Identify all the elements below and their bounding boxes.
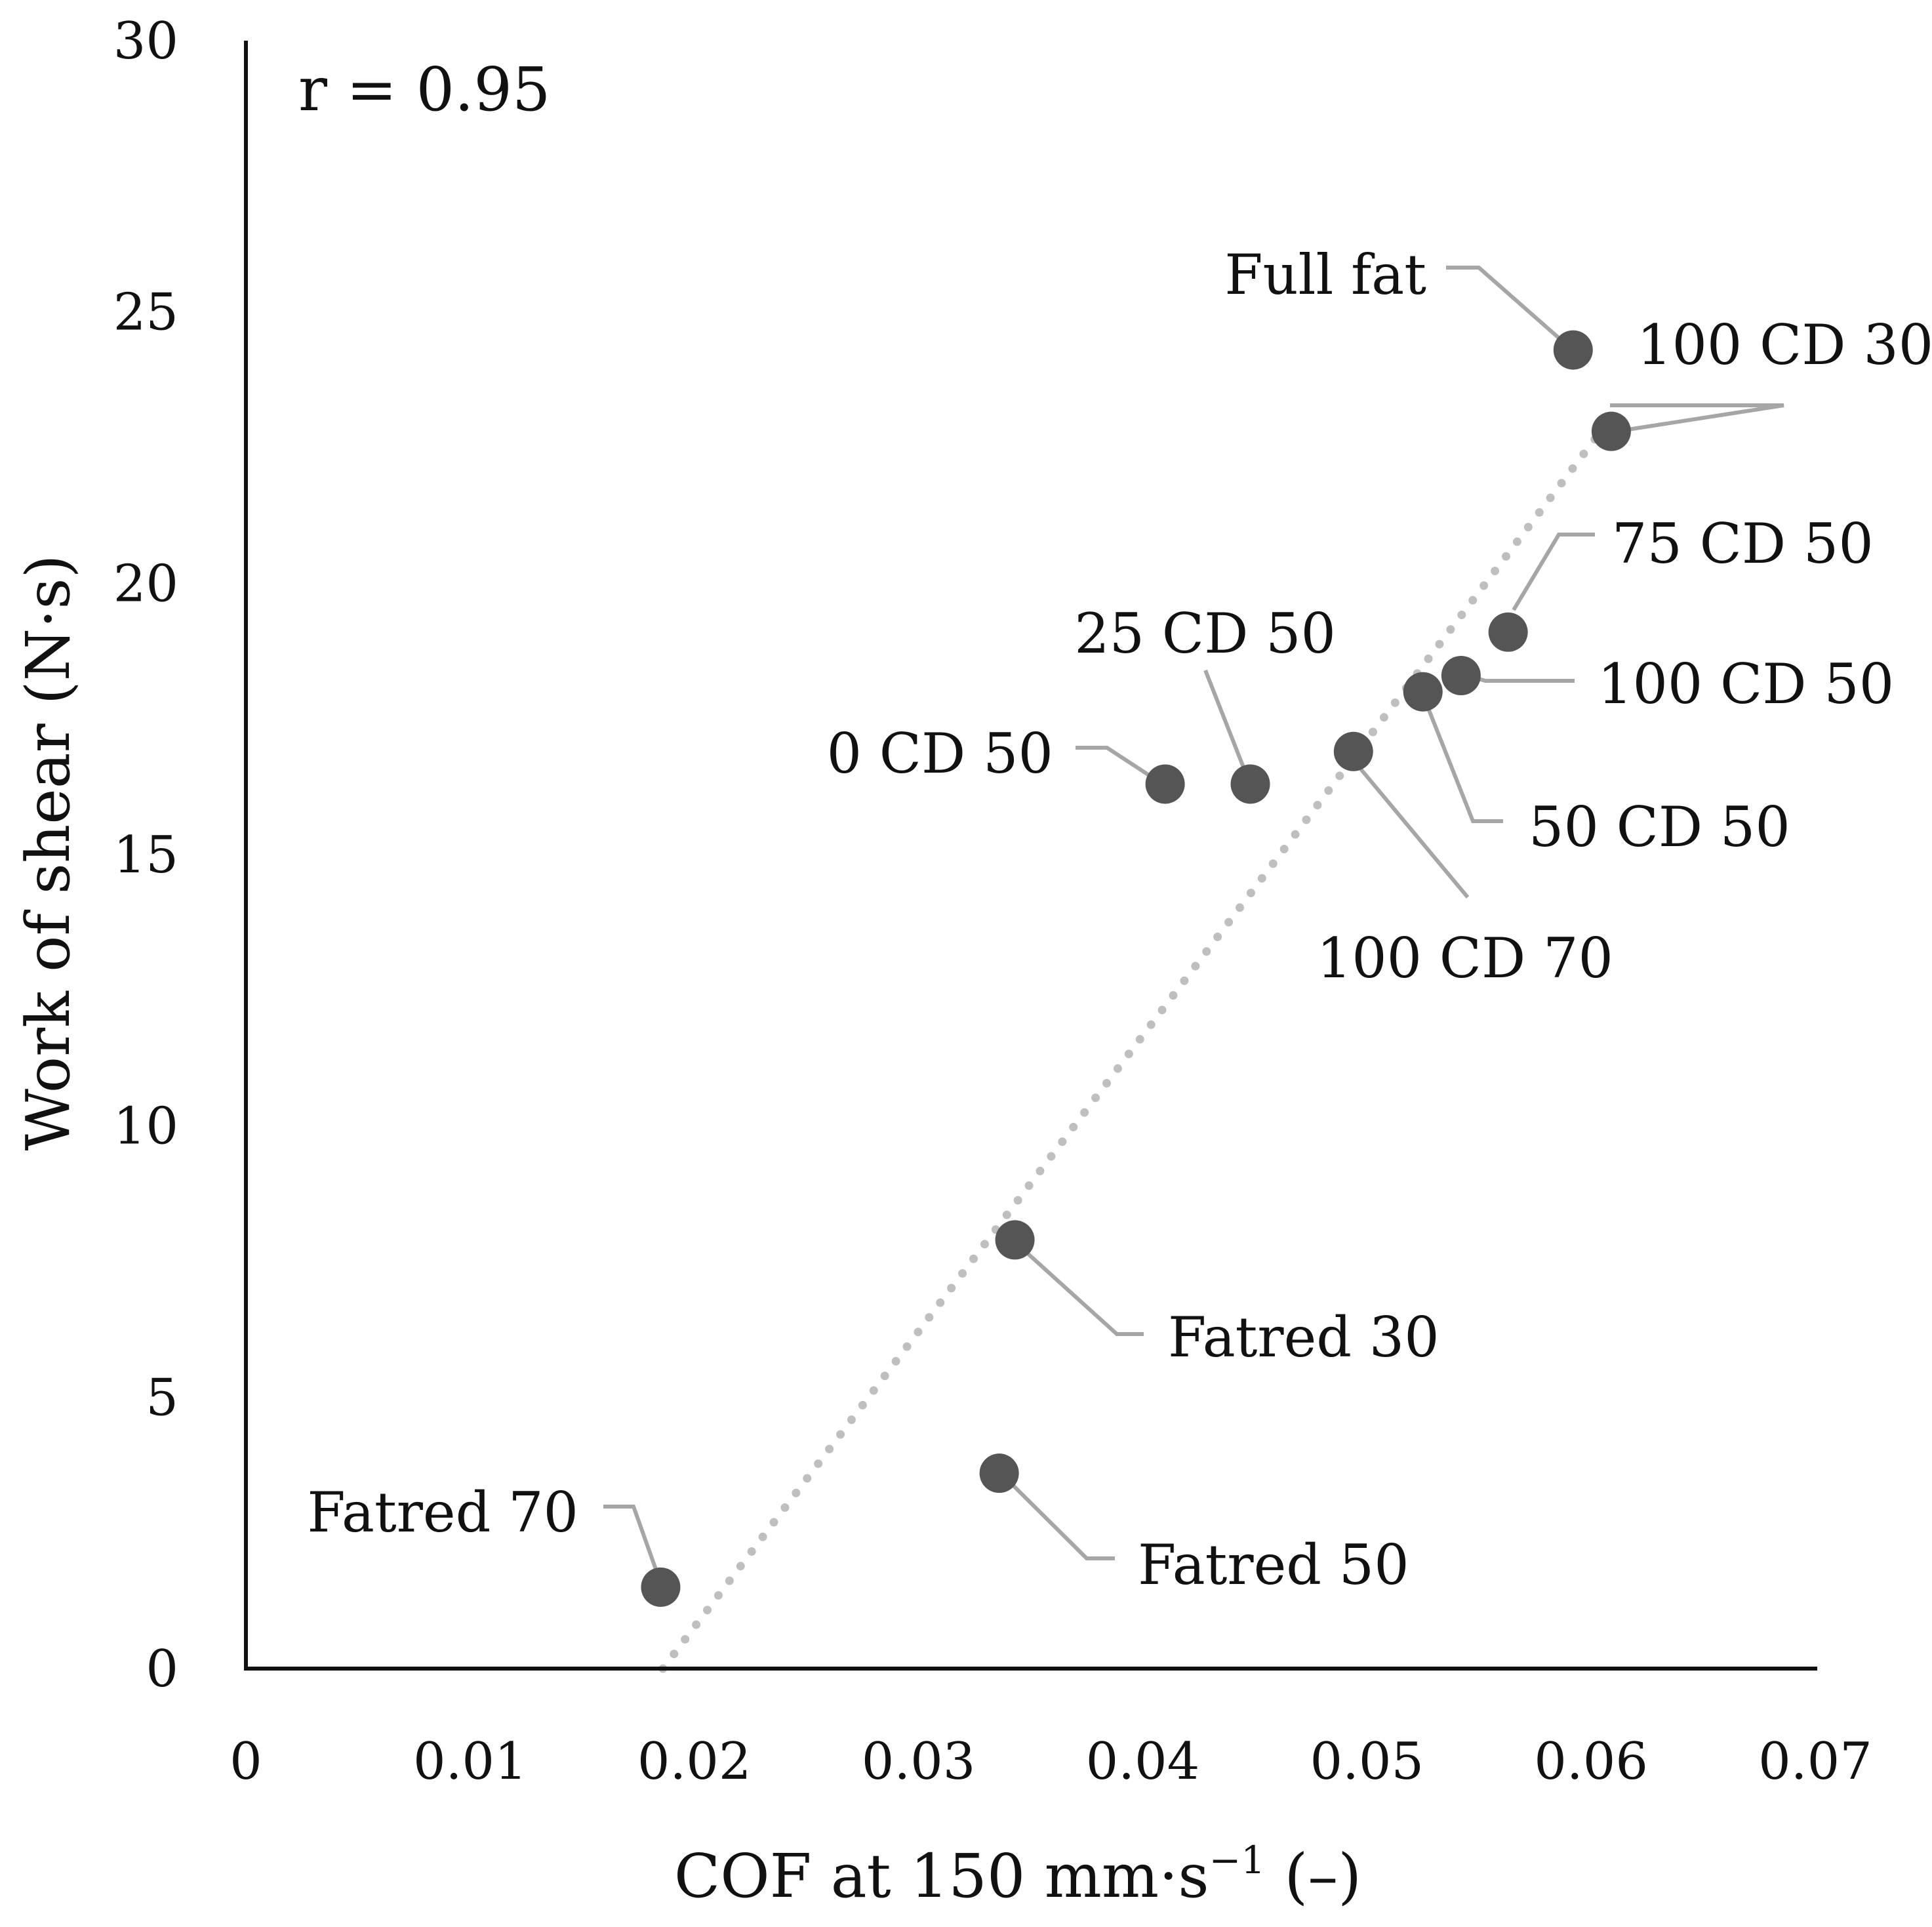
- data-point: [1441, 655, 1481, 695]
- x-tick-label: 0.01: [413, 1732, 527, 1791]
- data-point: [1403, 672, 1443, 712]
- data-point: [1145, 764, 1185, 804]
- leader-line: [1420, 691, 1503, 823]
- point-label: 100 CD 70: [1317, 926, 1613, 990]
- leader-line: [1203, 669, 1249, 779]
- trendline: [658, 416, 1613, 1673]
- point-label: 0 CD 50: [827, 721, 1053, 786]
- leader-line: [603, 1505, 663, 1585]
- data-point: [1591, 411, 1631, 451]
- y-tick-label: 30: [113, 12, 178, 71]
- x-axis-title-main: COF at 150 mm·s: [674, 1841, 1209, 1911]
- leader-line: [1512, 533, 1595, 611]
- y-tick-label: 25: [113, 283, 178, 342]
- x-tick-label: 0.07: [1758, 1732, 1872, 1791]
- x-tick-label: 0.05: [1310, 1732, 1424, 1791]
- y-tick-label: 0: [146, 1640, 178, 1699]
- leader-lines: [603, 266, 1784, 1585]
- point-label: Fatred 70: [307, 1480, 578, 1545]
- point-label: 50 CD 50: [1529, 795, 1790, 859]
- y-tick-label: 10: [113, 1097, 178, 1156]
- point-label: 25 CD 50: [1074, 601, 1336, 666]
- data-point: [995, 1220, 1035, 1260]
- axes: [244, 41, 1817, 1671]
- point-label: Fatred 50: [1138, 1533, 1409, 1597]
- point-labels: Full fat 100 CD 30 75 CD 50 100 CD 50 50 CD …: [307, 243, 1932, 1597]
- x-axis-title-superscript: −1: [1209, 1838, 1266, 1882]
- point-label: Full fat: [1224, 243, 1426, 307]
- leader-line: [1013, 1240, 1144, 1336]
- tick-labels: 0 0.01 0.02 0.03 0.04 0.05 0.06 0.07 0 5 10 15 20 25 3…: [113, 12, 1872, 1791]
- point-label: 100 CD 30: [1637, 313, 1932, 377]
- data-point: [1230, 764, 1270, 804]
- correlation-annotation: r = 0.95: [298, 54, 550, 125]
- x-tick-label: 0.03: [862, 1732, 976, 1791]
- data-point: [979, 1453, 1019, 1493]
- point-label: 100 CD 50: [1598, 652, 1894, 716]
- leader-line: [1076, 746, 1163, 786]
- point-label: Fatred 30: [1168, 1305, 1439, 1369]
- x-tick-label: 0.02: [637, 1732, 752, 1791]
- data-point: [1553, 330, 1593, 370]
- x-axis-title-tail: (–): [1265, 1841, 1361, 1911]
- point-label: 75 CD 50: [1612, 512, 1874, 576]
- data-points: [641, 330, 1631, 1607]
- y-tick-label: 15: [113, 826, 178, 885]
- x-tick-label: 0: [230, 1732, 262, 1791]
- data-point: [1333, 731, 1373, 771]
- y-tick-label: 20: [113, 554, 178, 613]
- data-point: [641, 1567, 681, 1607]
- y-tick-label: 5: [146, 1368, 178, 1427]
- leader-line: [998, 1471, 1115, 1560]
- x-tick-label: 0.06: [1534, 1732, 1648, 1791]
- data-point: [1488, 612, 1528, 652]
- leader-line: [1350, 758, 1470, 899]
- y-axis-title: Work of shear (N·s): [13, 554, 83, 1150]
- leader-line: [1606, 403, 1784, 435]
- leader-line: [1446, 266, 1567, 346]
- x-axis-title: COF at 150 mm·s−1 (–): [674, 1838, 1361, 1911]
- x-tick-label: 0.04: [1086, 1732, 1200, 1791]
- trendline-layer: [658, 416, 1613, 1673]
